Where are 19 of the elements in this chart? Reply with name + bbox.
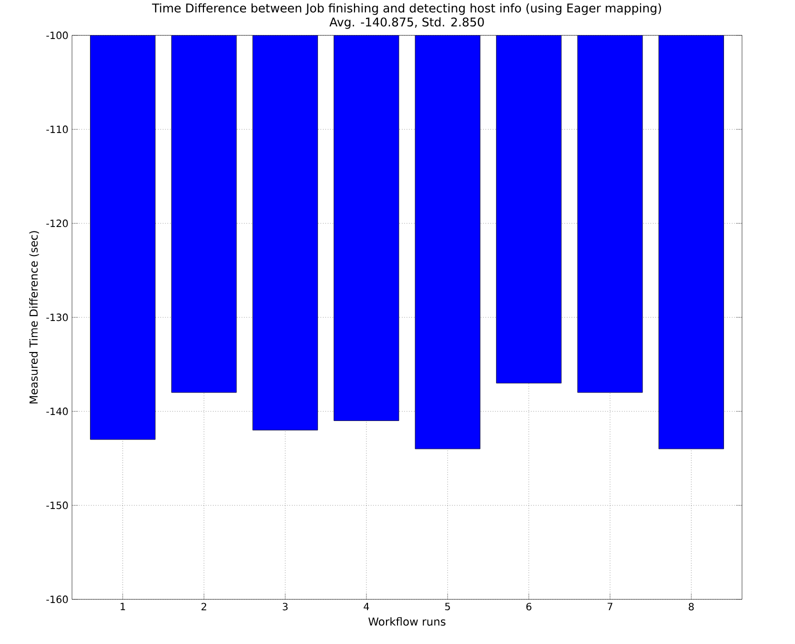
y-axis-title: Measured Time Difference (sec) (29, 230, 40, 404)
x-tick-label: 6 (526, 602, 532, 610)
chart-title: Time Difference between Job finishing and detecting host info (using Eager mapping) (152, 3, 662, 15)
y-tick-label: -120 (46, 219, 68, 227)
y-tick-label: -110 (46, 125, 68, 133)
x-tick-label: 8 (688, 602, 694, 610)
x-axis-title: Workflow runs (368, 617, 446, 626)
x-tick-label: 1 (120, 602, 126, 610)
y-tick-label: -130 (46, 313, 68, 321)
y-tick-label: -150 (46, 501, 68, 509)
y-tick-label: -140 (46, 407, 68, 415)
x-tick-label: 7 (608, 602, 612, 610)
x-tick-label: 2 (202, 602, 206, 610)
x-tick-label: 4 (364, 602, 370, 610)
y-tick-label: -100 (46, 31, 68, 39)
x-tick-label: 5 (445, 602, 450, 610)
y-tick-label: -160 (46, 595, 68, 603)
chart-subtitle: Avg. -140.875, Std. 2.850 (329, 17, 484, 29)
x-tick-label: 3 (282, 602, 288, 610)
